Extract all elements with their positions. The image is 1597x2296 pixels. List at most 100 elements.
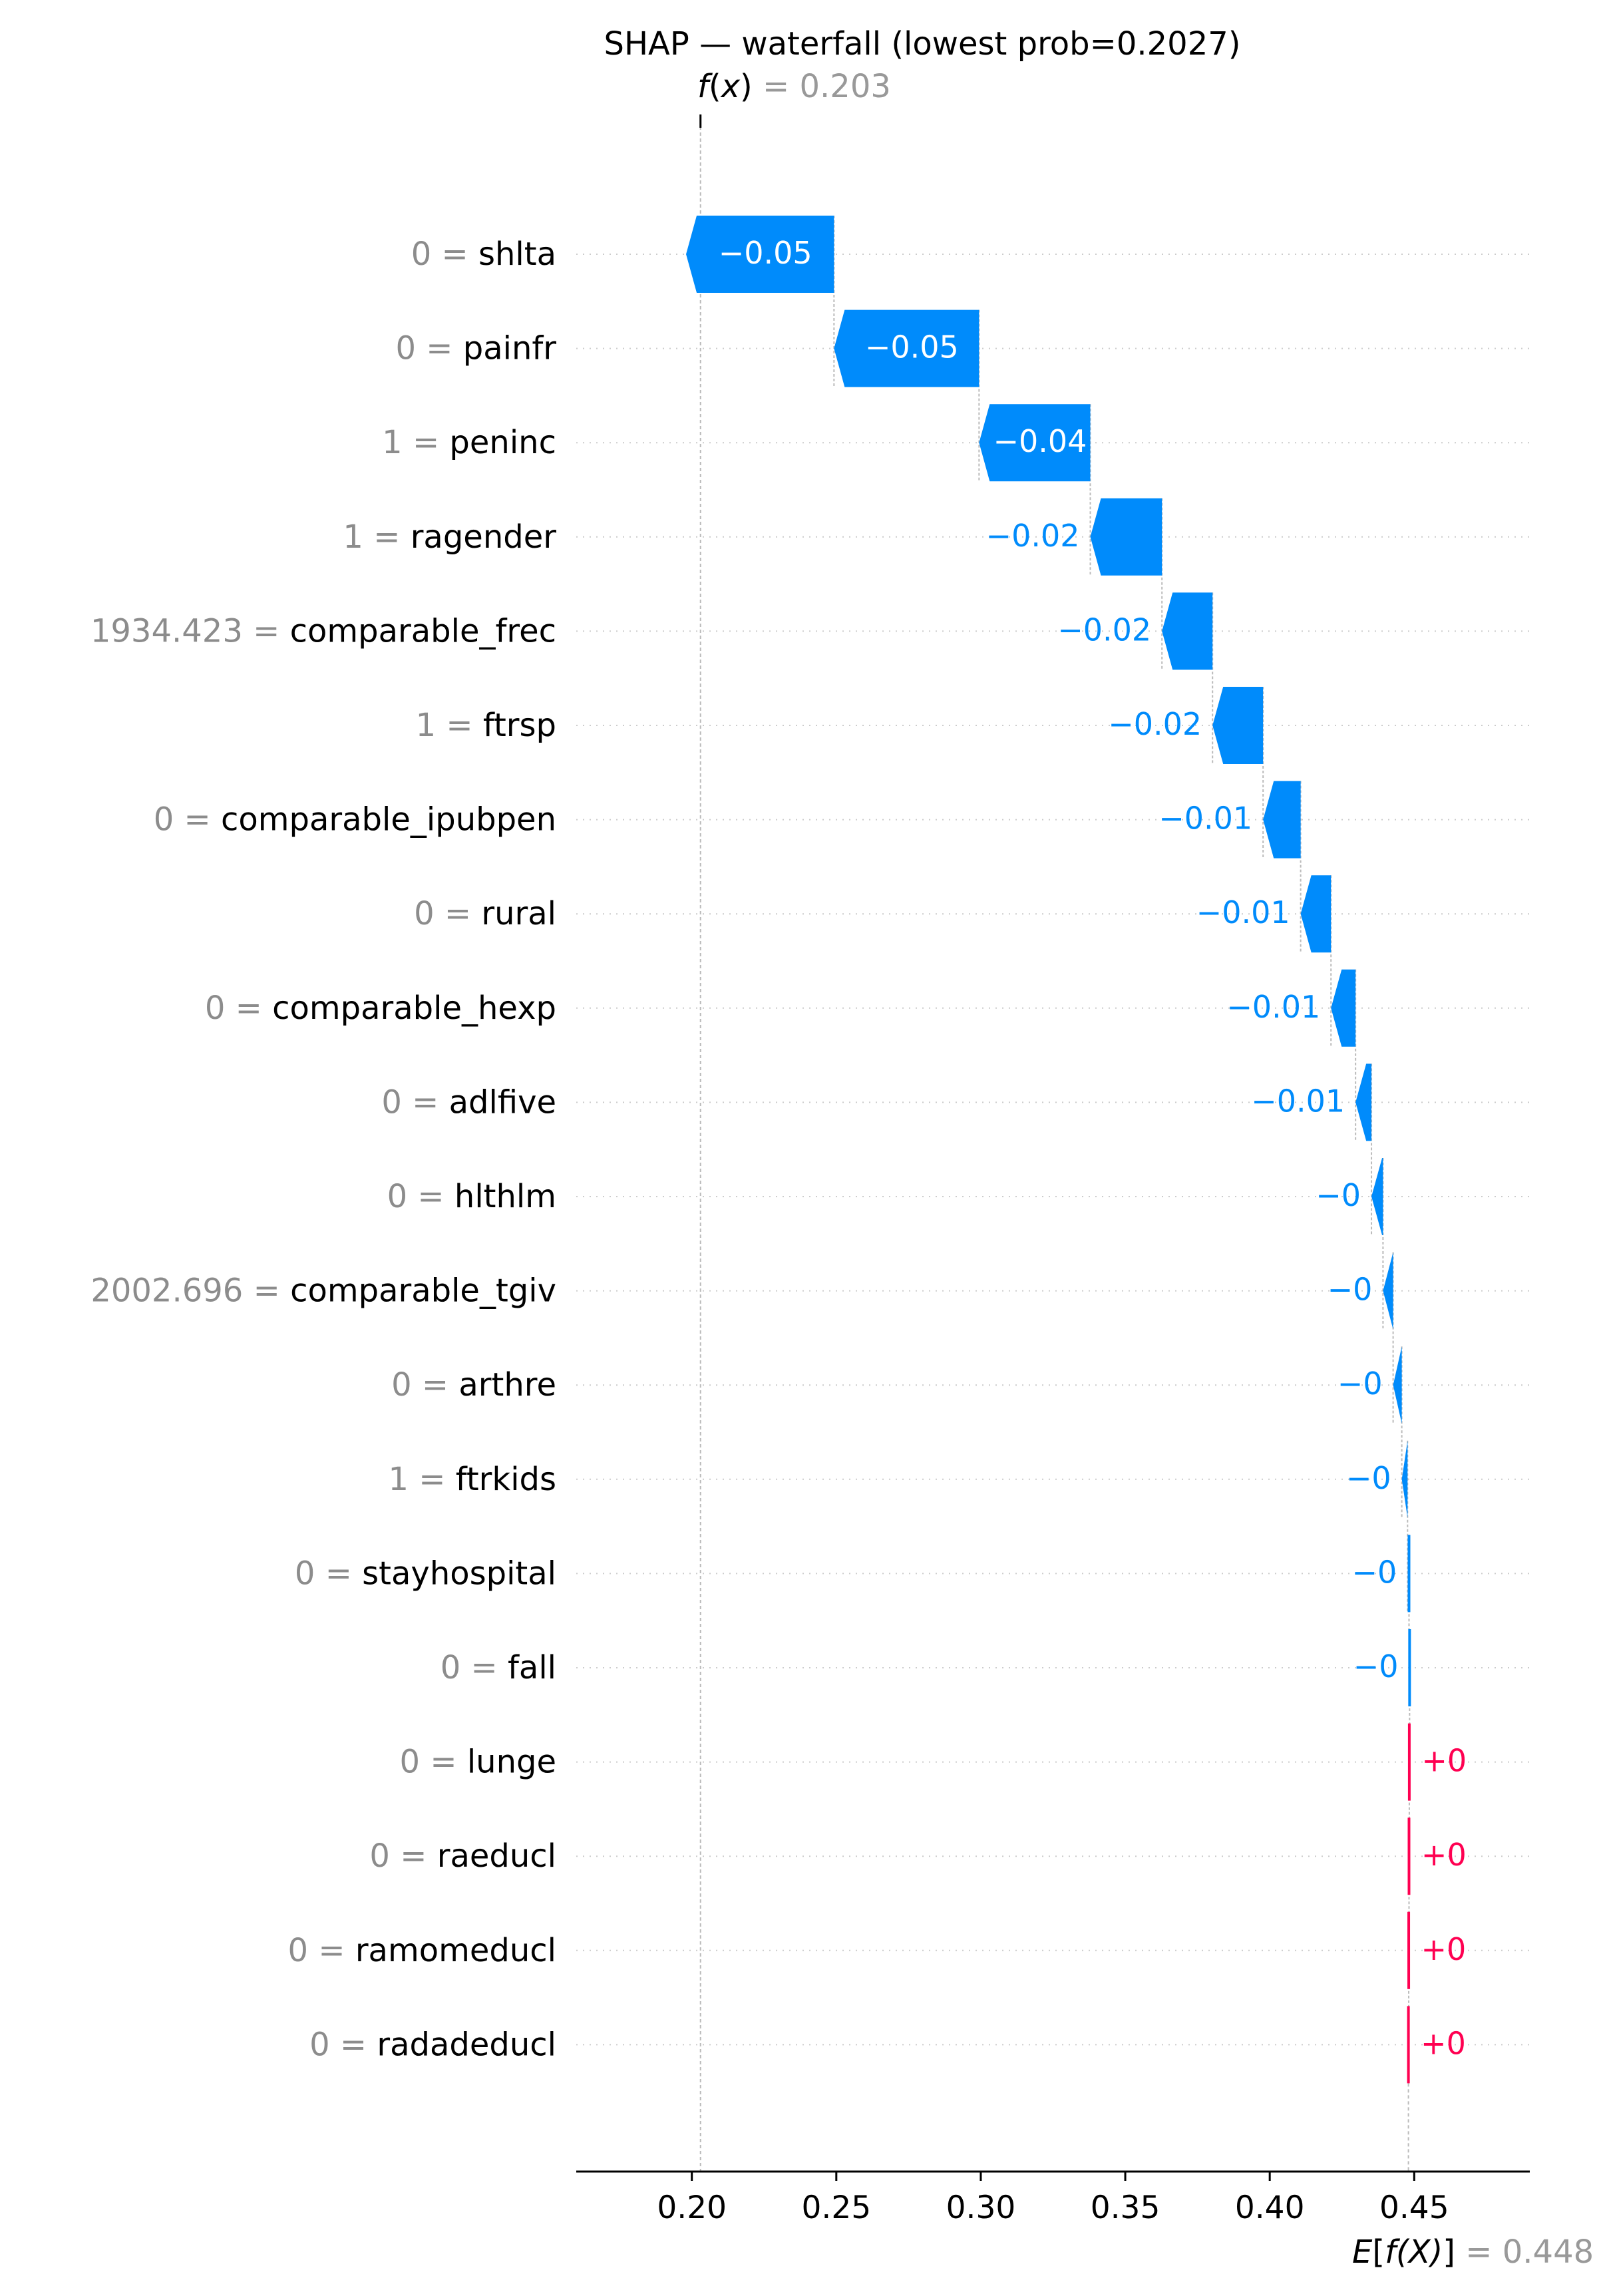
feature-value: 1 = <box>343 518 410 556</box>
feature-name: fall <box>508 1649 556 1686</box>
feature-value: 0 = <box>295 1555 362 1592</box>
feature-label: 0 = hlthlm <box>387 1178 556 1215</box>
bar-label-fall: −0 <box>1353 1648 1399 1684</box>
feature-label: 0 = fall <box>441 1649 556 1686</box>
feature-value: 0 = <box>205 990 272 1027</box>
x-tick-label: 0.35 <box>1091 2190 1160 2226</box>
feature-name: hlthlm <box>454 1178 556 1215</box>
base-label-prefix: E <box>1352 2233 1373 2271</box>
feature-label: 2002.696 = comparable_tgiv <box>90 1272 556 1310</box>
feature-name: peninc <box>449 424 556 461</box>
feature-name: ftrkids <box>456 1461 556 1498</box>
x-tick-label: 0.20 <box>657 2190 727 2226</box>
bar-label-arthre: −0 <box>1337 1366 1383 1402</box>
feature-label: 0 = painfr <box>395 330 556 367</box>
feature-value: 0 = <box>441 1649 508 1686</box>
x-tick-label: 0.30 <box>946 2190 1016 2226</box>
bar-hlthlm <box>1371 1158 1383 1235</box>
feature-name: arthre <box>458 1366 556 1404</box>
bar-label-ragender: −0.02 <box>986 518 1080 554</box>
feature-value: 0 = <box>369 1837 437 1875</box>
feature-value: 0 = <box>154 801 221 839</box>
contribution-labels: −0.05 −0.05 −0.04 −0.02 −0.02 −0.02 −0.01 −0.01… <box>719 235 1467 2061</box>
bar-comparable_frec <box>1162 592 1213 670</box>
feature-name: ftrsp <box>483 707 556 744</box>
bar-label-peninc: −0.04 <box>993 423 1087 459</box>
feature-value: 0 = <box>395 330 462 367</box>
feature-label: 1 = peninc <box>382 424 556 461</box>
feature-name: raeducl <box>437 1837 556 1875</box>
bar-label-painfr: −0.05 <box>865 329 959 365</box>
feature-label: 0 = stayhospital <box>295 1555 556 1592</box>
bar-ragender <box>1090 498 1162 576</box>
feature-name: comparable_tgiv <box>290 1272 556 1310</box>
feature-name: comparable_frec <box>290 612 556 650</box>
feature-label: 1 = ftrkids <box>389 1461 557 1498</box>
x-tick-label: 0.45 <box>1379 2190 1449 2226</box>
bar-label-radadeducl: +0 <box>1421 2025 1466 2061</box>
feature-label: 0 = rural <box>414 895 556 932</box>
bar-label-comparable_frec: −0.02 <box>1057 612 1151 648</box>
feature-value: 0 = <box>309 2026 377 2063</box>
bar-shlta <box>686 216 834 293</box>
feature-label: 0 = radadeducl <box>309 2026 556 2063</box>
feature-name: comparable_ipubpen <box>221 801 556 839</box>
feature-value: 1 = <box>416 707 483 744</box>
feature-label: 0 = arthre <box>391 1366 556 1404</box>
feature-name: ramomeducl <box>355 1932 556 1969</box>
feature-label: 1 = ftrsp <box>416 707 556 744</box>
feature-value: 1934.423 = <box>90 612 290 650</box>
feature-name: shlta <box>478 236 556 273</box>
bar-label-comparable_ipubpen: −0.01 <box>1158 801 1252 837</box>
feature-label: 0 = shlta <box>411 236 556 273</box>
bar-comparable_tgiv <box>1383 1252 1393 1330</box>
bar-label-hlthlm: −0 <box>1316 1177 1361 1213</box>
bar-comparable_ipubpen <box>1263 781 1301 859</box>
x-tick-label: 0.25 <box>801 2190 871 2226</box>
feature-value: 0 = <box>381 1083 448 1121</box>
feature-value: 1 = <box>382 424 449 461</box>
feature-label: 0 = raeducl <box>369 1837 556 1875</box>
bar-label-shlta: −0.05 <box>719 235 812 271</box>
bar-adlfive <box>1355 1063 1372 1141</box>
feature-name: ragender <box>411 518 557 556</box>
bar-label-ftrkids: −0 <box>1346 1460 1391 1496</box>
bar-comparable_hexp <box>1331 969 1356 1047</box>
feature-name: radadeducl <box>377 2026 556 2063</box>
x-axis: 0.20 0.25 0.30 0.35 0.40 0.45 <box>576 2170 1530 2226</box>
bar-label-lunge: +0 <box>1421 1743 1467 1779</box>
bar-painfr <box>834 309 979 387</box>
feature-value: 2002.696 = <box>90 1272 290 1310</box>
feature-value: 0 = <box>411 236 478 273</box>
feature-value: 1 = <box>389 1461 456 1498</box>
feature-value: 0 = <box>414 895 481 932</box>
feature-name: lunge <box>467 1744 556 1781</box>
feature-value: 0 = <box>400 1744 467 1781</box>
feature-label: 0 = comparable_ipubpen <box>154 801 556 839</box>
feature-name: adlfive <box>449 1083 556 1121</box>
bar-ftrkids <box>1401 1440 1408 1518</box>
bar-label-ftrsp: −0.02 <box>1108 706 1202 742</box>
fx-label-var: x <box>720 68 741 105</box>
feature-value: 0 = <box>387 1178 454 1215</box>
bar-label-rural: −0.01 <box>1196 894 1290 930</box>
chart-title: SHAP — waterfall (lowest prob=0.2027) <box>604 25 1240 63</box>
connector-lines <box>833 216 1411 2084</box>
bar-rural <box>1300 875 1331 953</box>
feature-label: 1934.423 = comparable_frec <box>90 612 556 650</box>
feature-name: painfr <box>463 330 557 367</box>
bar-label-adlfive: −0.01 <box>1251 1083 1345 1119</box>
feature-name: comparable_hexp <box>272 990 556 1027</box>
x-tick-label: 0.40 <box>1235 2190 1305 2226</box>
fx-label: f(x) = 0.203 <box>697 68 891 105</box>
fx-value-label: = 0.203 <box>763 68 891 105</box>
feature-label: 1 = ragender <box>343 518 556 556</box>
feature-name: stayhospital <box>362 1555 556 1592</box>
base-label-var: f(X) <box>1385 2233 1443 2271</box>
feature-value: 0 = <box>288 1932 355 1969</box>
bar-label-stayhospital: −0 <box>1352 1554 1397 1590</box>
feature-label: 0 = adlfive <box>381 1083 556 1121</box>
feature-label: 0 = ramomeducl <box>288 1932 556 1969</box>
